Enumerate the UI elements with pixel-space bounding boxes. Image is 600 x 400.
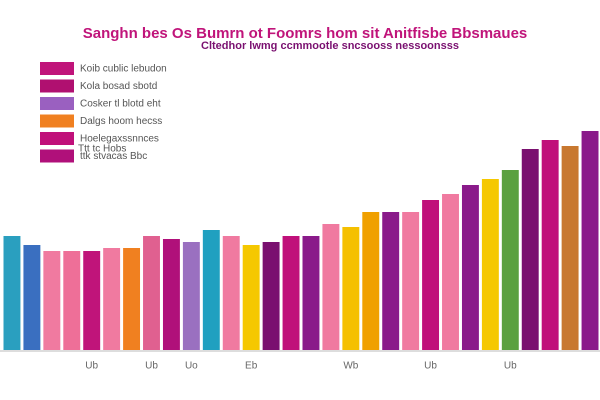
- bar: [501, 170, 519, 350]
- bar: [541, 140, 559, 350]
- bar: [63, 251, 81, 350]
- bar: [162, 239, 180, 350]
- x-tick-label: Ub: [424, 361, 437, 372]
- legend-note: Ttt tc Hobs: [78, 144, 126, 155]
- bar: [242, 245, 260, 350]
- bar: [362, 212, 380, 350]
- chart-title: Sanghn bes Os Bumrn ot Foomrs hom sit An…: [83, 25, 528, 42]
- bar: [422, 200, 440, 350]
- legend-label: Kola bosad sbotd: [80, 81, 157, 92]
- bar: [521, 149, 539, 350]
- bar: [382, 212, 400, 350]
- x-tick-label: Uo: [185, 361, 198, 372]
- legend-label: Hoelegaxssnnces: [80, 134, 159, 145]
- x-tick-label: Eb: [245, 361, 258, 372]
- legend-swatch: [40, 79, 74, 93]
- legend-swatch: [40, 132, 74, 145]
- x-tick-label: Ub: [145, 361, 158, 372]
- legend-swatch: [40, 114, 74, 128]
- bar: [402, 212, 420, 350]
- bar: [461, 185, 479, 350]
- legend-label: Dalgs hoom hecss: [80, 116, 162, 127]
- bar: [581, 131, 599, 350]
- x-tick-label: Ub: [85, 361, 98, 372]
- bar: [302, 236, 320, 350]
- legend-swatch: [40, 62, 74, 75]
- bar: [103, 248, 121, 350]
- bar: [322, 224, 340, 350]
- bar: [3, 236, 21, 350]
- bar: [222, 236, 240, 350]
- x-tick-label: Wb: [343, 361, 358, 372]
- bar: [143, 236, 160, 350]
- legend-swatch: [40, 149, 74, 163]
- bar: [481, 179, 499, 350]
- legend-label: ttk stvacas Bbc: [80, 151, 147, 162]
- chart-subtitle: Cltedhor lwmg ccmmootle sncsooss nessoon…: [201, 40, 459, 52]
- x-tick-label: Ub: [504, 361, 517, 372]
- legend-swatch: [40, 97, 74, 110]
- bar: [282, 236, 300, 350]
- bar: [442, 194, 459, 350]
- legend-label: Cosker tl blotd eht: [80, 99, 161, 110]
- bar: [202, 230, 220, 350]
- legend-label: Koib cublic lebudon: [80, 64, 167, 75]
- bar: [262, 242, 280, 350]
- bar: [342, 227, 360, 350]
- bar: [83, 251, 101, 350]
- bar: [43, 251, 61, 350]
- bar: [182, 242, 200, 350]
- bar: [123, 248, 141, 350]
- bar: [561, 146, 579, 350]
- bar: [23, 245, 41, 350]
